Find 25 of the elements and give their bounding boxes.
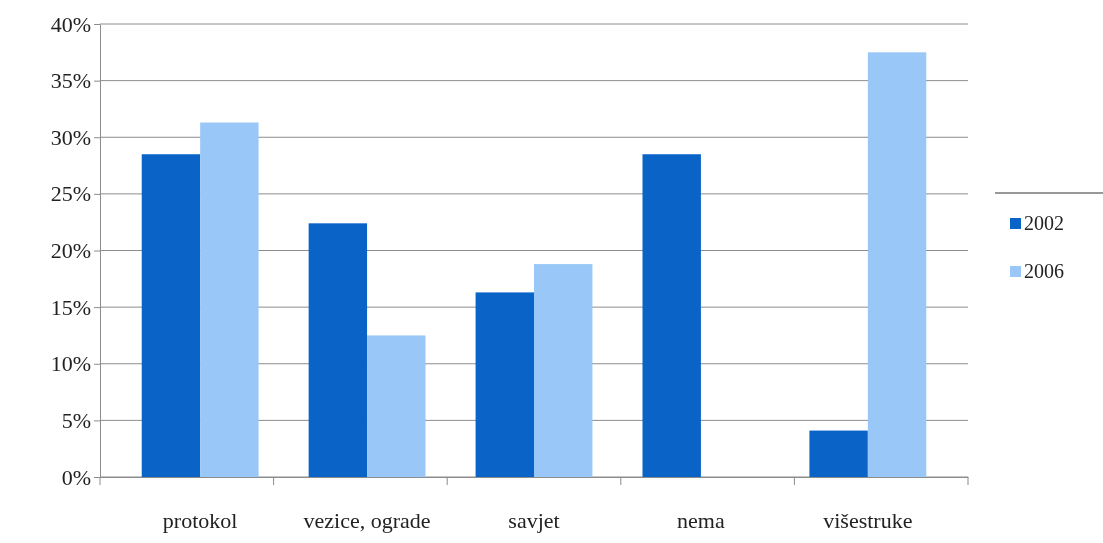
y-tick-label: 10% <box>50 351 91 377</box>
legend-label: 2006 <box>1024 260 1064 282</box>
bar <box>534 264 593 477</box>
bar <box>642 154 701 477</box>
x-tick-label: savjet <box>508 508 560 534</box>
bar <box>141 154 201 477</box>
y-tick-label: 20% <box>50 238 91 264</box>
bar <box>475 292 534 477</box>
x-tick-label: nema <box>677 508 725 534</box>
bar <box>867 52 927 477</box>
bar <box>308 223 368 477</box>
y-tick-label: 40% <box>50 11 91 37</box>
x-tick-label: protokol <box>162 508 238 534</box>
y-tick-label: 35% <box>50 68 91 94</box>
y-tick-label: 25% <box>50 181 91 207</box>
bar <box>809 430 868 477</box>
bar <box>367 335 426 477</box>
y-tick-label: 5% <box>61 407 91 433</box>
bar <box>200 122 259 477</box>
x-tick-label: vezice, ograde <box>303 508 431 534</box>
y-tick-label: 0% <box>61 464 91 490</box>
legend-label: 2002 <box>1024 212 1064 234</box>
y-tick-label: 15% <box>50 294 91 320</box>
y-tick-label: 30% <box>50 124 91 150</box>
x-tick-label: višestruke <box>823 508 913 534</box>
